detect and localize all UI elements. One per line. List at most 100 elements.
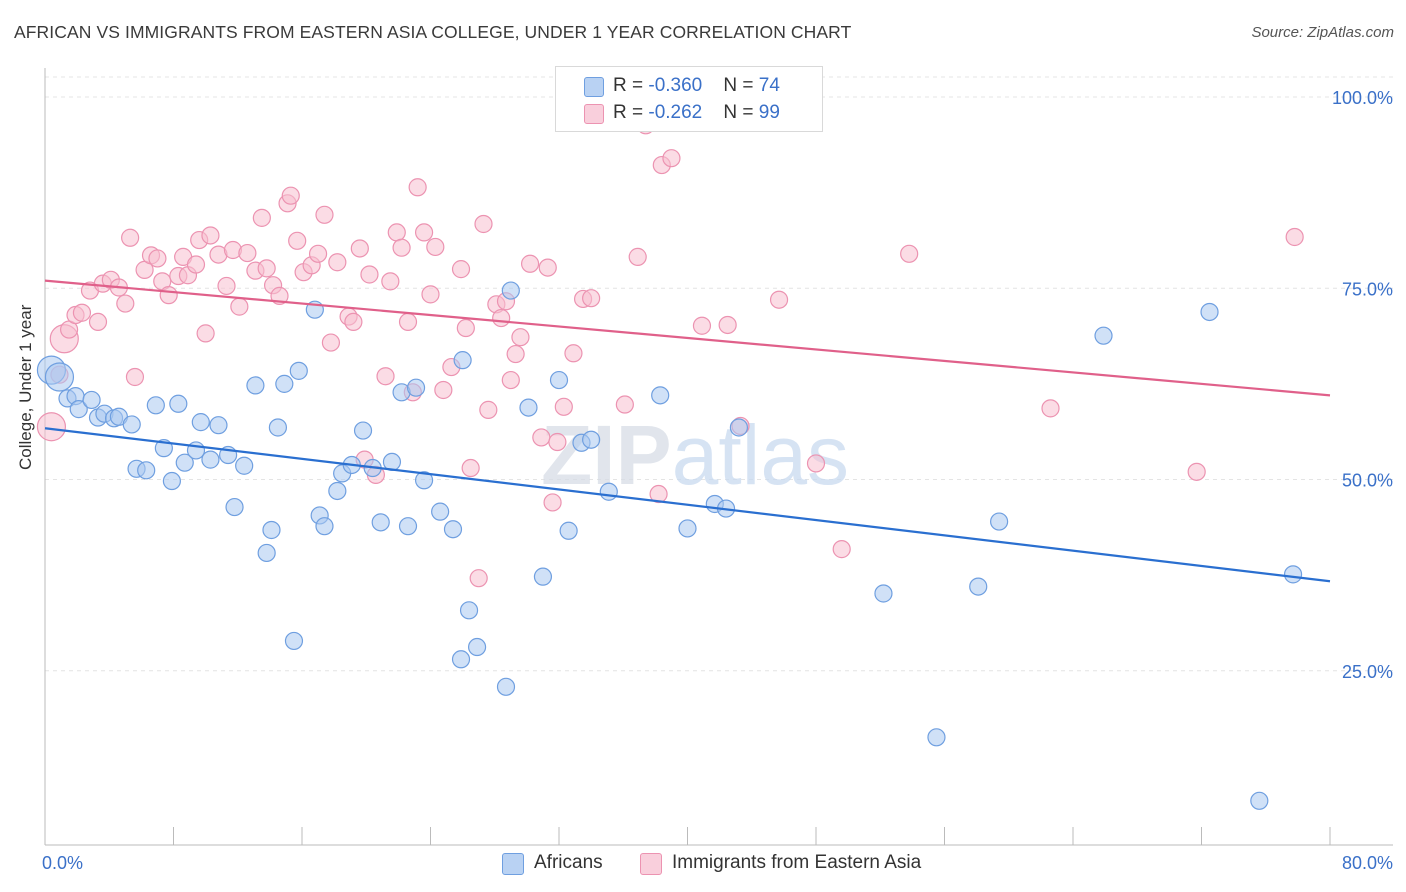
legend-n-label: N = — [723, 75, 759, 96]
point-immigrants — [718, 315, 737, 335]
point-immigrants — [582, 289, 601, 308]
point-immigrants — [548, 432, 567, 452]
point-africans — [146, 396, 165, 415]
point-immigrants — [1041, 399, 1060, 418]
point-africans — [191, 413, 210, 432]
point-africans — [82, 390, 101, 410]
point-africans — [201, 450, 220, 469]
point-africans — [175, 453, 194, 472]
point-immigrants — [1187, 462, 1206, 481]
point-africans — [1094, 326, 1113, 345]
point-africans — [328, 481, 347, 501]
point-immigrants — [230, 297, 249, 316]
point-immigrants — [543, 493, 562, 512]
point-africans — [69, 400, 88, 419]
point-immigrants — [1285, 227, 1304, 247]
point-immigrants — [564, 344, 583, 363]
point-immigrants — [649, 484, 668, 504]
point-africans — [533, 567, 553, 586]
point-africans — [235, 456, 254, 475]
point-immigrants — [628, 247, 647, 266]
point-immigrants — [615, 395, 634, 414]
point-immigrants — [456, 318, 475, 338]
point-africans — [262, 520, 281, 540]
point-immigrants — [479, 400, 498, 419]
point-africans — [451, 650, 471, 669]
point-immigrants — [408, 178, 427, 197]
y-tick-label: 50.0% — [1342, 471, 1393, 491]
point-africans — [431, 502, 450, 521]
y-tick-label: 100.0% — [1332, 88, 1393, 108]
point-immigrants — [662, 149, 681, 168]
y-tick-label: 75.0% — [1342, 279, 1393, 299]
point-immigrants — [900, 244, 919, 263]
trend-line-africans — [44, 427, 1331, 583]
point-africans — [1283, 565, 1303, 584]
legend-n-label: N = — [723, 102, 759, 123]
source-label: Source: ZipAtlas.com — [1251, 24, 1394, 41]
point-africans — [501, 281, 520, 300]
point-africans — [582, 430, 601, 449]
point-immigrants — [88, 312, 108, 332]
point-immigrants — [538, 258, 557, 277]
point-immigrants — [321, 333, 341, 352]
point-africans — [496, 677, 516, 696]
point-immigrants — [281, 186, 300, 205]
point-immigrants — [414, 223, 434, 242]
point-africans — [549, 370, 569, 390]
point-africans — [315, 517, 334, 536]
point-immigrants — [387, 223, 406, 242]
bottom-legend-swatch-immigrants — [640, 853, 662, 875]
point-immigrants — [376, 367, 395, 386]
point-africans — [443, 520, 463, 539]
point-immigrants — [288, 231, 307, 250]
correlation-legend: R = -0.360 N = 74 R = -0.262 N = 99 — [555, 66, 823, 132]
point-africans — [729, 418, 749, 437]
point-immigrants — [148, 249, 167, 268]
point-africans — [406, 378, 426, 397]
point-immigrants — [520, 254, 540, 273]
point-africans — [1200, 302, 1219, 322]
point-immigrants — [832, 540, 851, 559]
point-immigrants — [532, 428, 551, 447]
point-immigrants — [315, 205, 334, 224]
point-africans — [122, 415, 141, 434]
point-immigrants — [159, 286, 178, 305]
point-immigrants — [328, 253, 347, 272]
point-immigrants — [350, 239, 369, 258]
grid-lines — [45, 76, 1393, 672]
trend-lines — [44, 279, 1331, 583]
point-africans — [169, 394, 188, 413]
point-africans — [927, 728, 946, 747]
point-africans — [599, 482, 618, 501]
point-africans — [246, 376, 265, 395]
point-immigrants — [474, 214, 493, 234]
point-africans — [257, 543, 276, 563]
point-africans — [275, 374, 294, 393]
watermark-atlas: atlas — [672, 408, 849, 502]
legend-n-value-africans: 74 — [758, 75, 780, 96]
point-africans — [459, 601, 479, 620]
bottom-legend-swatch-africans — [502, 853, 524, 875]
point-africans — [678, 519, 697, 538]
point-immigrants — [125, 367, 145, 387]
point-immigrants — [238, 243, 257, 263]
point-africans — [209, 416, 228, 435]
point-africans — [559, 521, 578, 540]
point-africans — [990, 512, 1009, 531]
point-immigrants — [381, 272, 400, 291]
y-tick-label: 25.0% — [1342, 662, 1393, 682]
x-tick-label-min: 0.0% — [42, 853, 83, 873]
tick-labels: 100.0% 75.0% 50.0% 25.0% 0.0% 80.0% — [42, 88, 1393, 873]
point-africans — [651, 386, 670, 405]
bottom-legend-label-immigrants: Immigrants from Eastern Asia — [672, 852, 922, 873]
point-immigrants — [398, 312, 418, 332]
point-immigrants — [257, 259, 276, 278]
point-immigrants — [196, 324, 215, 343]
point-immigrants — [116, 294, 135, 313]
series-africans-points — [36, 281, 1303, 810]
legend-n-value-immigrants: 99 — [758, 102, 780, 123]
point-immigrants — [511, 328, 530, 347]
point-immigrants — [434, 380, 453, 400]
